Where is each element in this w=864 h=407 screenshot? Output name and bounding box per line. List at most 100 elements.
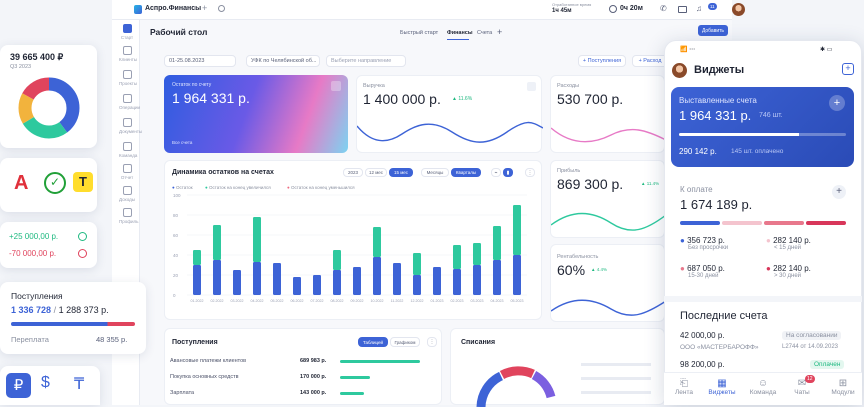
expand-icon[interactable]	[331, 81, 341, 91]
bar-segment[interactable]	[473, 265, 481, 295]
sidebar-item-report[interactable]: Отчет	[119, 164, 135, 180]
profitability-card[interactable]: Рентабельность 60% ▲ 4.4%	[550, 244, 666, 322]
search-icon[interactable]	[218, 5, 225, 12]
alfa-bank-icon[interactable]: А	[14, 172, 29, 194]
tenge-icon[interactable]: ₸	[74, 376, 85, 393]
sidebar-item-start[interactable]: Старт	[119, 24, 135, 40]
second-invoice-value[interactable]: 98 200,00 р.	[680, 360, 725, 369]
nav-modules[interactable]: ⊞ Модули	[826, 378, 860, 396]
bar-segment[interactable]	[453, 269, 461, 295]
bar-segment[interactable]	[293, 277, 301, 295]
nav-chats[interactable]: ✉ Чаты	[788, 378, 816, 396]
view-quarters[interactable]: Кварталы	[451, 168, 481, 177]
sidebar-item-profile[interactable]: Профиль	[119, 208, 138, 224]
company-filter[interactable]: УФК по Челябинской об...	[246, 55, 320, 67]
dynamics-menu-icon[interactable]: ⋮	[525, 168, 535, 177]
income-row[interactable]: Авансовые платежи клиентов 689 983 р.	[170, 358, 430, 364]
balance-card[interactable]: Остаток по счету 1 964 331 р. Все счета	[164, 75, 348, 153]
topay-item[interactable]: ● 356 723 р. Без просрочки	[680, 236, 729, 251]
bar-chart-toggle[interactable]: ▮	[503, 168, 513, 177]
bar-segment[interactable]	[213, 260, 221, 295]
nav-widgets[interactable]: ▦ Виджеты	[705, 378, 739, 396]
bar-segment[interactable]	[273, 263, 281, 295]
bar-segment[interactable]	[193, 250, 201, 265]
year-2023[interactable]: 2023	[343, 168, 363, 177]
bar-segment[interactable]	[413, 275, 421, 295]
dollar-icon[interactable]: $	[41, 374, 50, 391]
tab-quickstart[interactable]: Быстрый старт	[400, 30, 439, 36]
notification-icon[interactable]: ♫	[696, 4, 702, 13]
direction-filter[interactable]: Выберите направление	[326, 55, 406, 67]
mail-icon[interactable]	[678, 6, 687, 13]
bar-segment[interactable]	[333, 270, 341, 295]
toggle-table[interactable]: Таблицей	[358, 337, 388, 347]
bar-segment[interactable]	[433, 267, 441, 295]
clock-icon[interactable]	[609, 5, 617, 13]
bar-segment[interactable]	[233, 270, 241, 295]
bar-segment[interactable]	[373, 227, 381, 257]
expenses-card[interactable]: Расходы 530 700 р.	[550, 75, 666, 153]
bar-segment[interactable]	[253, 217, 261, 262]
issued-add-icon[interactable]: +	[829, 95, 845, 111]
bar-segment[interactable]	[253, 262, 261, 295]
bar-segment[interactable]	[353, 267, 361, 295]
topay-add-icon[interactable]: +	[832, 185, 846, 199]
view-months[interactable]: Месяцы	[421, 168, 449, 177]
issued-invoices-card[interactable]: Выставленные счета 1 964 331 р. 746 шт. …	[671, 87, 854, 167]
nav-team[interactable]: ☺ Команда	[746, 378, 780, 396]
bar-segment[interactable]	[333, 250, 341, 270]
period-12[interactable]: 12 мес	[365, 168, 387, 177]
bar-segment[interactable]	[513, 205, 521, 255]
profit-card[interactable]: Прибыль 869 300 р. ▲ 11.4%	[550, 160, 666, 238]
sidebar-item-team[interactable]: Команда	[119, 142, 137, 158]
sidebar-item-operations[interactable]: Операции	[119, 94, 140, 110]
sidebar-item-clients[interactable]: Клиенты	[119, 46, 137, 62]
bar-segment[interactable]	[413, 253, 421, 275]
date-filter[interactable]: 01-25.08.2023	[164, 55, 236, 67]
topay-item[interactable]: ● 687 050 р. 15-30 дней	[680, 264, 725, 279]
mobile-add-icon[interactable]: +	[842, 63, 854, 75]
period-15[interactable]: 15 мес	[389, 168, 413, 177]
revenue-menu-icon[interactable]	[527, 82, 536, 91]
bar-segment[interactable]	[513, 255, 521, 295]
tab-finance[interactable]: Финансы	[447, 30, 473, 36]
toggle-chart[interactable]: Графиком	[390, 337, 420, 347]
bar-segment[interactable]	[473, 243, 481, 265]
bar-segment[interactable]	[393, 263, 401, 295]
bar-segment[interactable]	[213, 225, 221, 260]
tbank-icon[interactable]: Т	[73, 172, 93, 192]
nav-feed[interactable]: ⎗ Лента	[670, 378, 698, 396]
add-tab-button[interactable]: +	[497, 27, 503, 37]
avatar[interactable]	[732, 3, 745, 16]
add-button[interactable]: Добавить	[698, 25, 728, 36]
phone-icon[interactable]: ✆	[660, 4, 667, 13]
sber-icon[interactable]: ✓	[44, 172, 66, 194]
mobile-avatar[interactable]	[672, 63, 687, 78]
income-row[interactable]: Покупка основных средств 170 000 р.	[170, 374, 430, 380]
ruble-icon[interactable]: ₽	[6, 373, 31, 398]
income-menu-icon[interactable]: ⋮	[427, 337, 437, 347]
revenue-card[interactable]: Выручка 1 400 000 р. ▲ 11.6%	[356, 75, 543, 153]
tab-invoices[interactable]: Счета	[477, 30, 493, 36]
bar-segment[interactable]	[493, 226, 501, 260]
income-button[interactable]: + Поступления	[578, 55, 626, 67]
bar-segment[interactable]	[453, 245, 461, 269]
app-name[interactable]: Аспро.Финансы	[145, 5, 202, 12]
bar-segment[interactable]	[313, 275, 321, 295]
income-widget[interactable]: Поступления 1 336 728 / 1 288 373 р. Пер…	[0, 282, 146, 354]
bar-segment[interactable]	[493, 260, 501, 295]
income-row[interactable]: Зарплата 143 000 р.	[170, 390, 430, 396]
income-row-name: Покупка основных средств	[170, 374, 239, 380]
sidebar-item-income[interactable]: Доходы	[119, 186, 135, 202]
bar-segment[interactable]	[193, 265, 201, 295]
sidebar-item-projects[interactable]: Проекты	[119, 70, 137, 86]
last-invoice-value[interactable]: 42 000,00 р.	[680, 331, 725, 340]
sidebar-item-documents[interactable]: Документы	[119, 118, 142, 134]
add-tab-icon[interactable]: +	[202, 3, 208, 13]
donut-widget[interactable]: 39 665 400 ₽ Q3 2023	[0, 45, 97, 148]
topay-item[interactable]: ● 282 140 р. < 15 дней	[766, 236, 811, 251]
expense-button[interactable]: + Расход	[632, 55, 668, 67]
topay-item[interactable]: ● 282 140 р. > 30 дней	[766, 264, 811, 279]
line-chart-toggle[interactable]: ⌁	[491, 168, 501, 177]
bar-segment[interactable]	[373, 257, 381, 295]
